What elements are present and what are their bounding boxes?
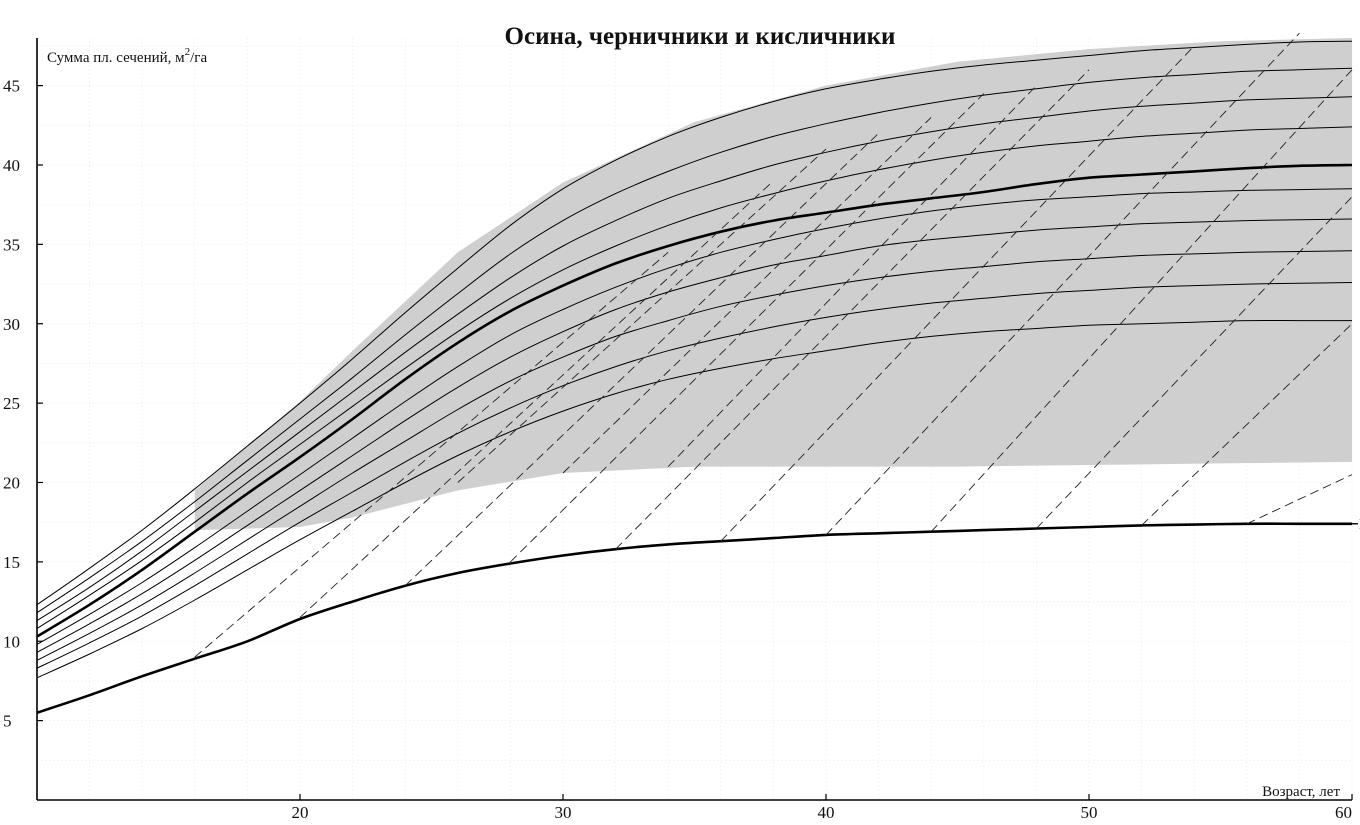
y-tick-label: 5 [3,712,12,731]
dashed-line-2 [299,180,774,618]
dashed-line-6 [720,45,1195,542]
x-tick-label: 50 [1081,803,1098,822]
dashed-line-8 [930,69,1353,533]
series-line-4 [36,67,1353,614]
dashed-line-11 [1246,474,1353,525]
series-line-1 [36,163,1353,638]
x-axis-label: Возраст, лет [1262,784,1340,800]
dashed-line-4 [510,93,985,563]
y-tick-label: 30 [3,315,20,334]
dashed-layer [194,32,1353,658]
shaded-region [37,38,1352,605]
y-tick-label: 10 [3,632,20,651]
x-tick-label: 30 [555,803,572,822]
series-line-9 [36,250,1353,661]
series-line-8 [36,218,1353,653]
series-line-11 [36,319,1352,679]
chart-title: Осина, черничники и кисличники [505,23,896,50]
dashed-line-12 [457,148,827,483]
dashed-line-13 [562,117,932,474]
tick-layer: 5 10 15 20 25 30 35 40 45 20 30 40 50 60 [3,77,1353,822]
y-axis-label: Сумма пл. сечений, м2/га [47,46,207,66]
y-tick-label: 40 [3,156,20,175]
series-line-3 [36,40,1353,606]
y-tick-label: 25 [3,394,20,413]
x-tick-label: 60 [1335,803,1352,822]
y-tick-label: 15 [3,553,20,572]
series-line-5 [36,96,1353,622]
series-line-10 [36,282,1353,669]
y-tick-label: 20 [3,474,20,493]
y-axis-label-tail: /га [190,50,207,66]
dashed-line-1 [194,251,669,658]
y-tick-label: 35 [3,235,20,254]
dashed-line-10 [1141,323,1353,526]
dashed-line-14 [667,85,1037,467]
y-axis-label-sup: 2 [185,46,191,58]
dashed-line-7 [825,32,1300,536]
series-line-2 [36,522,1352,714]
series-layer: M [36,40,1360,714]
x-tick-label: 20 [292,803,309,822]
dashed-line-3 [404,132,879,587]
x-tick-label: 40 [818,803,835,822]
y-axis-label-main: Сумма пл. сечений, м [47,50,185,66]
y-tick-label: 45 [3,77,20,96]
dashed-line-5 [615,69,1090,550]
series-line-7 [36,188,1353,645]
series-line-6 [36,126,1353,629]
dashed-line-9 [1036,196,1353,529]
